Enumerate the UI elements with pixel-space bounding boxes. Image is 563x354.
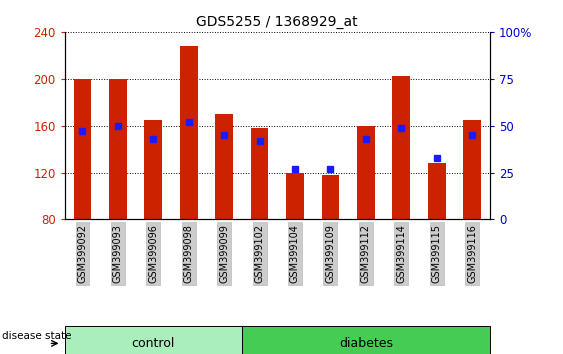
Text: GSM399109: GSM399109 xyxy=(325,224,336,283)
Text: GSM399092: GSM399092 xyxy=(78,224,87,284)
Bar xyxy=(392,76,410,219)
Bar xyxy=(109,79,127,219)
Text: disease state: disease state xyxy=(2,331,72,341)
Bar xyxy=(251,128,269,219)
Text: GSM399098: GSM399098 xyxy=(184,224,194,283)
Text: GSM399112: GSM399112 xyxy=(361,224,371,284)
Bar xyxy=(145,120,162,219)
Bar xyxy=(65,326,242,354)
Text: GSM399099: GSM399099 xyxy=(219,224,229,283)
Bar xyxy=(286,172,304,219)
Text: GSM399116: GSM399116 xyxy=(467,224,477,283)
Text: diabetes: diabetes xyxy=(339,337,393,350)
Bar xyxy=(428,163,445,219)
Bar xyxy=(74,79,91,219)
Title: GDS5255 / 1368929_at: GDS5255 / 1368929_at xyxy=(196,16,358,29)
Bar xyxy=(215,114,233,219)
Bar xyxy=(357,126,375,219)
Text: GSM399115: GSM399115 xyxy=(432,224,442,284)
Text: GSM399104: GSM399104 xyxy=(290,224,300,283)
Text: GSM399096: GSM399096 xyxy=(148,224,158,283)
Bar xyxy=(321,175,339,219)
Text: control: control xyxy=(132,337,175,350)
Bar xyxy=(242,326,490,354)
Bar xyxy=(180,46,198,219)
Text: GSM399093: GSM399093 xyxy=(113,224,123,283)
Text: GSM399102: GSM399102 xyxy=(254,224,265,284)
Bar xyxy=(463,120,481,219)
Text: GSM399114: GSM399114 xyxy=(396,224,406,283)
